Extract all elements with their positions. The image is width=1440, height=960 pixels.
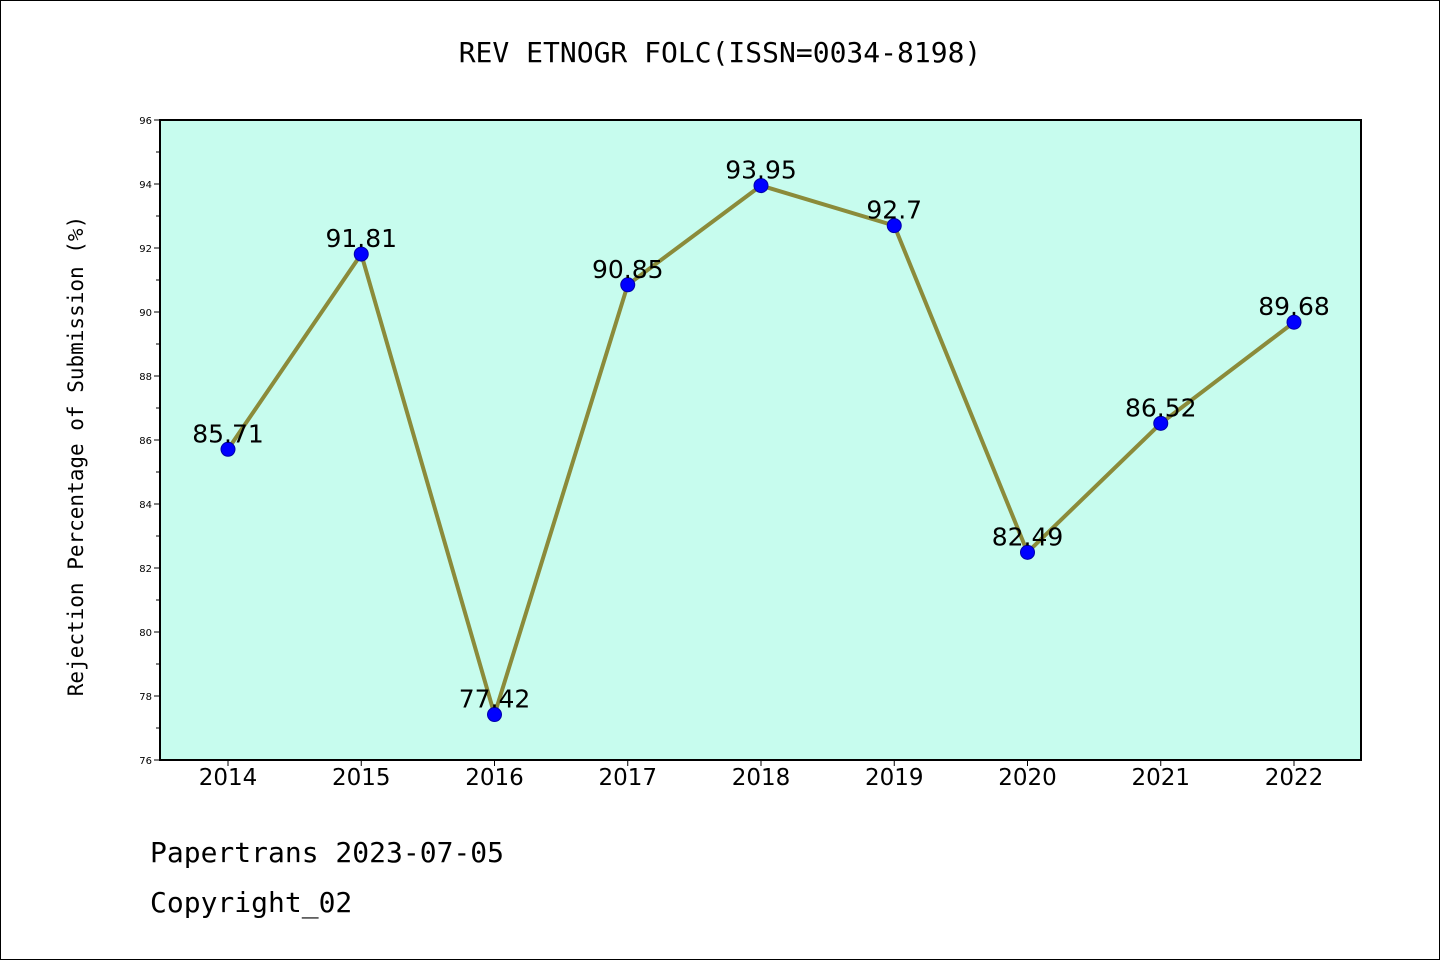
data-label: 92.7: [866, 196, 922, 225]
x-tick-label: 2014: [199, 765, 258, 791]
x-tick-label: 2018: [732, 765, 791, 791]
y-tick-label: 82: [139, 564, 152, 575]
data-point: [487, 707, 502, 723]
y-tick-label: 96: [139, 116, 152, 127]
plot-area: [160, 120, 1361, 760]
y-tick-label: 76: [139, 756, 152, 767]
y-tick-label: 78: [139, 692, 152, 703]
x-tick-label: 2019: [865, 765, 924, 791]
data-label: 93.95: [725, 156, 797, 185]
data-point: [1286, 314, 1302, 330]
y-tick-label: 94: [139, 180, 152, 191]
x-tick-label: 2020: [998, 765, 1057, 791]
y-tick-label: 86: [139, 436, 152, 447]
data-point: [886, 218, 902, 234]
y-tick-label: 90: [139, 308, 152, 319]
x-tick-label: 2015: [332, 765, 391, 791]
y-tick-label: 80: [139, 628, 152, 639]
x-tick-label: 2021: [1131, 765, 1190, 791]
data-point: [353, 246, 369, 262]
y-tick-label: 88: [139, 372, 152, 383]
data-label: 85.71: [192, 419, 264, 448]
data-label: 89.68: [1258, 292, 1330, 321]
data-label: 90.85: [592, 255, 664, 284]
data-label: 86.52: [1125, 393, 1197, 422]
chart-title: REV ETNOGR FOLC(ISSN=0034-8198): [458, 36, 982, 69]
x-tick-label: 2017: [598, 765, 657, 791]
y-tick-label: 92: [139, 244, 152, 255]
plot-border: [159, 119, 1362, 761]
footer-copyright: Copyright_02: [150, 886, 353, 919]
data-point: [620, 277, 636, 293]
data-point: [753, 178, 769, 194]
data-point: [1153, 415, 1169, 431]
data-point: [1020, 544, 1035, 560]
data-label: 91.81: [325, 224, 397, 253]
x-tick-label: 2022: [1265, 765, 1324, 791]
data-label: 77.42: [459, 685, 531, 714]
y-tick-label: 84: [139, 500, 152, 511]
footer-date: Papertrans 2023-07-05: [150, 836, 505, 869]
data-label: 82.49: [992, 522, 1064, 551]
x-tick-label: 2016: [465, 765, 524, 791]
data-point: [220, 441, 236, 457]
